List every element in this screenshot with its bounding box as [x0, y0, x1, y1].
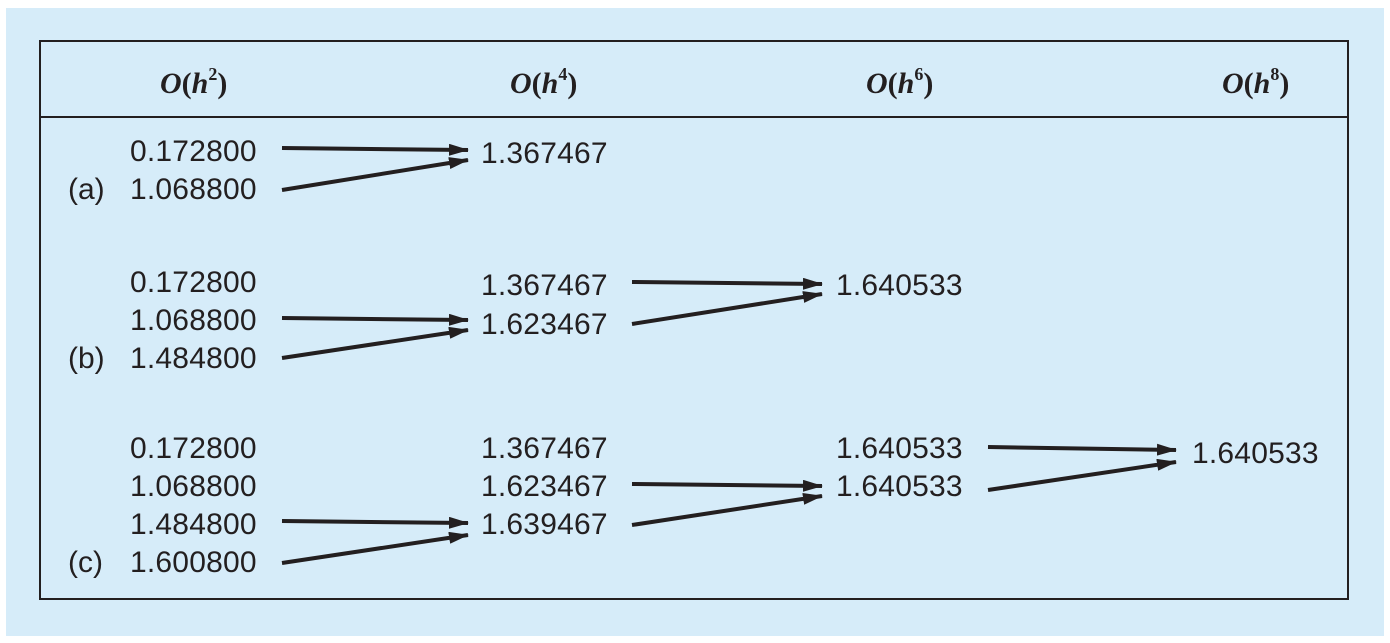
c-h2-value-2: 1.068800 — [130, 470, 257, 503]
arrow-b-4 — [631, 291, 823, 326]
b-h2-value-2: 1.068800 — [130, 304, 257, 337]
header-oh8: O(h8) — [1222, 64, 1290, 100]
arrow-b-3 — [631, 277, 823, 290]
c-h2-value-3: 1.484800 — [130, 508, 257, 541]
arrow-c-1 — [281, 516, 469, 529]
c-h2-value-4: 1.600800 — [130, 546, 257, 579]
arrow-c-5 — [987, 443, 1177, 456]
arrow-a-2 — [281, 157, 469, 192]
b-h6-value-1: 1.640533 — [836, 269, 963, 302]
arrow-c-3 — [631, 479, 823, 492]
table-frame — [39, 40, 1349, 600]
c-h2-value-1: 0.172800 — [130, 432, 257, 465]
a-h4-value-1: 1.367467 — [481, 137, 608, 170]
header-oh4: O(h4) — [510, 64, 578, 100]
arrow-c-4 — [631, 492, 823, 527]
case-c-label: (c) — [68, 546, 103, 579]
arrow-b-1 — [281, 313, 469, 326]
case-b-label: (b) — [68, 342, 105, 375]
a-h2-value-1: 0.172800 — [130, 135, 257, 168]
b-h4-value-1: 1.367467 — [481, 269, 608, 302]
c-h4-value-1: 1.367467 — [481, 432, 608, 465]
arrow-c-2 — [281, 531, 469, 565]
header-divider — [39, 116, 1349, 118]
b-h4-value-2: 1.623467 — [481, 308, 608, 341]
a-h2-value-2: 1.068800 — [130, 173, 257, 206]
header-oh2: O(h2) — [160, 64, 228, 100]
c-h4-value-2: 1.623467 — [481, 470, 608, 503]
arrow-c-6 — [987, 458, 1177, 492]
b-h2-value-3: 1.484800 — [130, 342, 257, 375]
figure-panel — [6, 8, 1384, 636]
c-h6-value-1: 1.640533 — [836, 432, 963, 465]
c-h4-value-3: 1.639467 — [481, 508, 608, 541]
b-h2-value-1: 0.172800 — [130, 266, 257, 299]
c-h8-value-1: 1.640533 — [1192, 437, 1319, 470]
arrow-a-1 — [281, 143, 469, 156]
arrow-b-2 — [281, 326, 469, 360]
case-a-label: (a) — [68, 173, 105, 206]
header-oh6: O(h6) — [866, 64, 934, 100]
c-h6-value-2: 1.640533 — [836, 470, 963, 503]
